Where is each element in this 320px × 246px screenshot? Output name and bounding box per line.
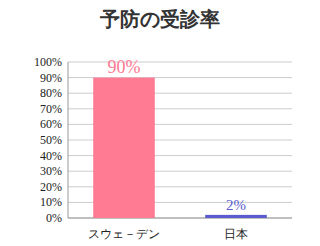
tick-label: 10% <box>40 195 62 209</box>
bars <box>93 78 267 218</box>
tick-label: 40% <box>40 149 62 163</box>
tick-label: 90% <box>40 71 62 85</box>
category-label: スウェ－デン <box>88 227 160 241</box>
tick-label: 30% <box>40 164 62 178</box>
bar <box>205 215 267 218</box>
data-label: 90% <box>108 57 141 77</box>
grid-line <box>68 62 292 63</box>
data-label: 2% <box>226 197 246 213</box>
bar <box>93 78 155 218</box>
tick-label: 100% <box>34 55 62 69</box>
tick-label: 20% <box>40 180 62 194</box>
chart: 予防の受診率0%10%20%30%40%50%60%70%80%90%100%9… <box>0 0 320 246</box>
title: 予防の受診率 <box>99 8 220 30</box>
y-axis <box>68 62 69 218</box>
tick-label: 80% <box>40 86 62 100</box>
tick-label: 60% <box>40 117 62 131</box>
tick-label: 50% <box>40 133 62 147</box>
tick-label: 0% <box>46 211 62 225</box>
tick-label: 70% <box>40 102 62 116</box>
category-label: 日本 <box>224 227 248 241</box>
